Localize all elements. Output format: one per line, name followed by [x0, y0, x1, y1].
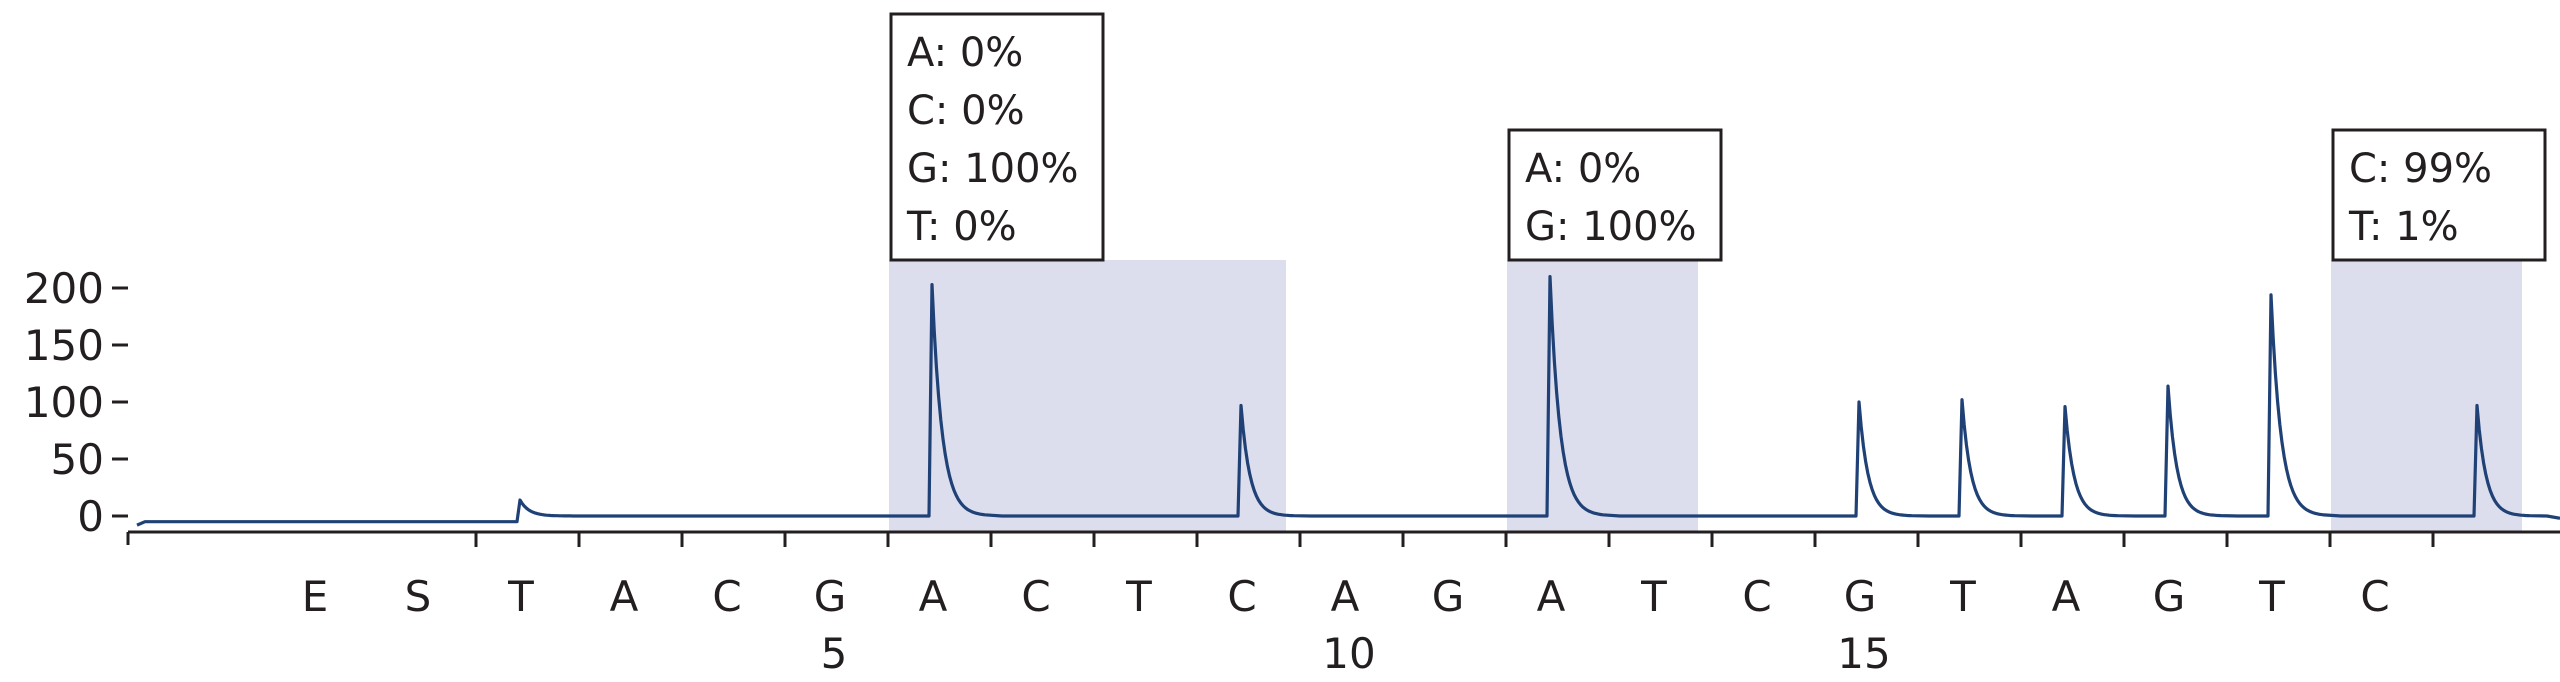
dispensation-label: A — [610, 572, 639, 621]
y-tick-label: 50 — [51, 435, 104, 484]
dispensation-label: T — [2258, 572, 2285, 621]
dispensation-label: A — [1537, 572, 1566, 621]
y-tick-label: 0 — [77, 492, 104, 541]
dispensation-label: C — [1742, 572, 1771, 621]
dispensation-label: T — [1125, 572, 1152, 621]
signal-trace — [136, 275, 2560, 527]
dispensation-label: S — [405, 572, 432, 621]
annotation-box-2: A: 0% G: 100% — [1507, 128, 1723, 262]
dispensation-label: G — [814, 572, 847, 621]
highlight-region-1 — [889, 260, 1286, 532]
annotation-line: T: 0% — [906, 204, 1017, 250]
signal-trace-layer — [136, 275, 2560, 527]
dispensation-label: A — [2052, 572, 2081, 621]
annotation-box-frame — [1507, 128, 1723, 262]
dispensation-label: C — [2360, 572, 2389, 621]
dispensation-label: T — [507, 572, 534, 621]
allele-annotations: A: 0% C: 0% G: 100% T: 0% A: 0% G: 100% C: 99%… — [889, 12, 2547, 262]
dispensation-label: G — [2153, 572, 2186, 621]
y-tick-label: 200 — [24, 264, 104, 313]
annotation-box-frame — [2331, 128, 2547, 262]
y-tick-label: 150 — [24, 321, 104, 370]
annotation-box-3: C: 99% T: 1% — [2331, 128, 2547, 262]
annotation-line: A: 0% — [1525, 146, 1641, 192]
dispensation-label: A — [1331, 572, 1360, 621]
annotation-line: C: 99% — [2349, 146, 2492, 192]
dispensation-label: T — [1640, 572, 1667, 621]
axes: 0 50 100 150 200 E S T A C G A C T C A G A T C G T A G T C 5 10 15 — [24, 264, 2560, 678]
dispensation-label: C — [1021, 572, 1050, 621]
dispensation-label: G — [1844, 572, 1877, 621]
annotation-line: C: 0% — [907, 88, 1025, 134]
annotation-line: G: 100% — [1525, 204, 1697, 250]
position-label: 15 — [1837, 629, 1890, 678]
annotation-line: A: 0% — [907, 30, 1023, 76]
dispensation-label: C — [712, 572, 741, 621]
dispensation-label: E — [302, 572, 329, 621]
highlight-regions — [889, 260, 2522, 532]
dispensation-label: G — [1432, 572, 1465, 621]
highlight-region-3 — [2331, 260, 2522, 532]
annotation-box-frame — [889, 12, 1105, 262]
annotation-line: T: 1% — [2348, 204, 2459, 250]
dispensation-label: T — [1949, 572, 1976, 621]
highlight-region-2 — [1507, 260, 1698, 532]
position-label: 10 — [1322, 629, 1375, 678]
y-tick-label: 100 — [24, 378, 104, 427]
annotation-box-1: A: 0% C: 0% G: 100% T: 0% — [889, 12, 1105, 262]
annotation-line: G: 100% — [907, 146, 1079, 192]
dispensation-label: A — [919, 572, 948, 621]
dispensation-label: C — [1227, 572, 1256, 621]
position-label: 5 — [821, 629, 848, 678]
